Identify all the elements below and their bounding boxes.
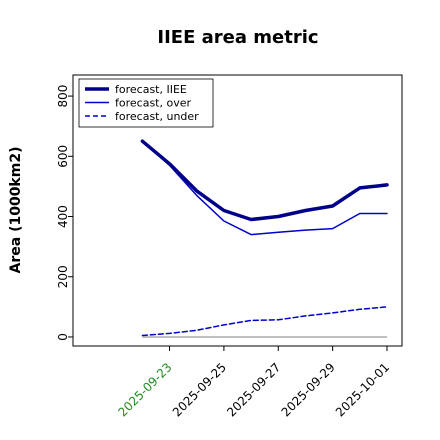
series-line-1 [141,140,388,236]
x-tick-label: 2025-09-29 [279,360,338,419]
y-tick-label: 600 [56,145,70,168]
chart-title: IIEE area metric [157,27,318,48]
plot-frame [72,74,403,347]
y-tick-label: 800 [56,85,70,108]
y-tick-label: 0 [56,333,70,341]
series-line-2 [141,306,388,337]
x-tick-label: 2025-09-25 [170,360,229,419]
y-tick-label: 200 [56,265,70,288]
x-tick-label: 2025-09-23 [115,360,174,419]
x-tick-label: 2025-10-01 [333,360,392,419]
x-tick-label: 2025-09-27 [224,360,283,419]
legend-label-1: forecast, over [115,97,191,110]
series-line-0 [140,139,389,222]
legend-label-2: forecast, under [115,110,199,123]
legend-label-0: forecast, IIEE [115,83,187,96]
y-tick-label: 400 [56,205,70,228]
y-axis-label: Area (1000km2) [8,147,24,274]
